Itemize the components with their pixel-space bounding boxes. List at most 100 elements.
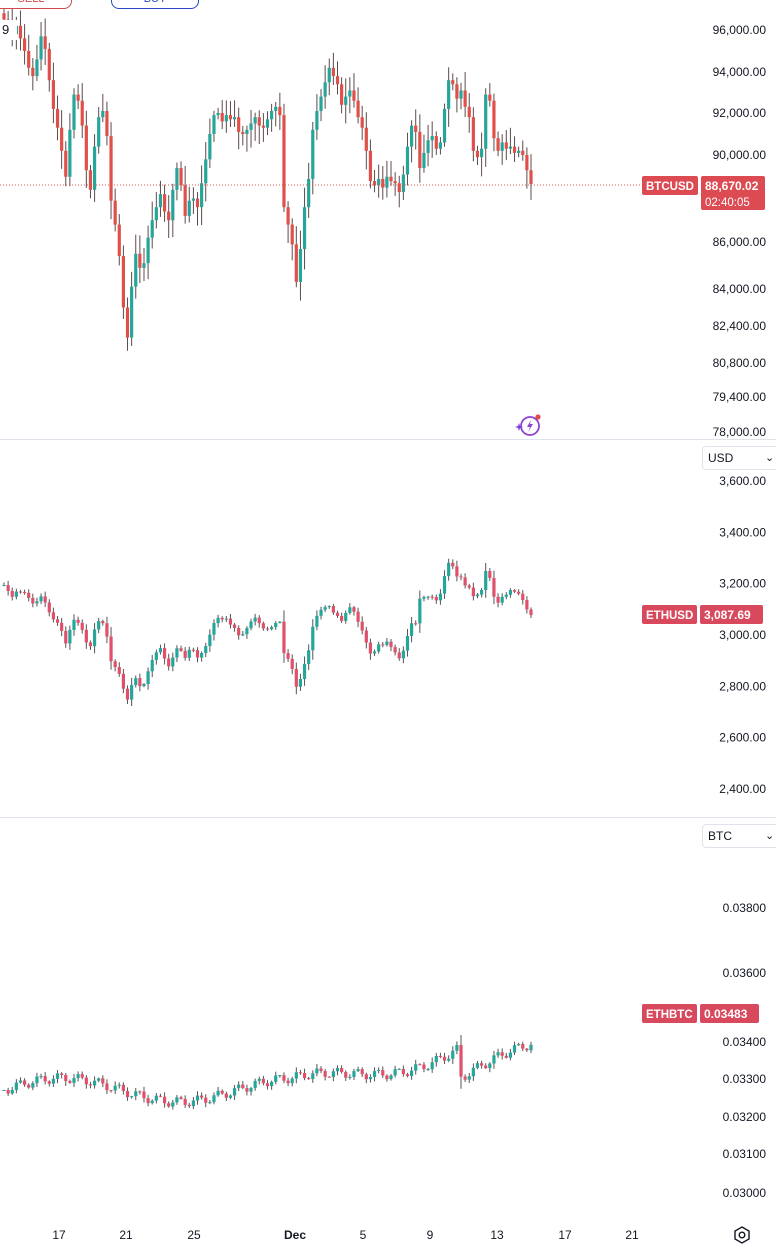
- ethbtc-candle: [517, 1044, 521, 1046]
- btc-candle: [167, 211, 171, 221]
- btc-candle: [39, 36, 43, 60]
- ethusd-candle: [327, 606, 331, 608]
- ethusd-candle: [187, 649, 191, 658]
- price-axis: 96,000.00 94,000.00 92,000.00 90,000.00 86,0…: [713, 23, 767, 439]
- ethusd-candle: [298, 678, 303, 687]
- ethusd-candle: [39, 596, 43, 602]
- time-tick-label: 17: [52, 1228, 66, 1242]
- price-tick-label: 80,800.00: [713, 356, 767, 370]
- ethbtc-candle: [212, 1095, 216, 1103]
- btc-candle: [265, 119, 270, 128]
- btc-candle: [442, 108, 447, 143]
- btc-candle: [455, 84, 459, 99]
- last-price-badge: [700, 605, 763, 624]
- ethbtc-candle: [274, 1075, 278, 1082]
- btc-candle: [138, 253, 142, 268]
- btc-candle: [51, 80, 56, 109]
- eth-currency-select[interactable]: USD ⌄: [702, 446, 776, 470]
- btc-candle: [447, 80, 451, 109]
- btc-candle: [311, 129, 315, 179]
- btc-candle: [88, 170, 93, 190]
- btc-candle: [22, 38, 27, 51]
- ethusd-candle: [377, 644, 381, 652]
- btc-candle: [364, 127, 368, 151]
- btc-candle: [323, 82, 327, 97]
- btc-candle: [500, 142, 504, 151]
- btc-candle: [463, 90, 467, 107]
- ethbtc-candle: [257, 1078, 261, 1081]
- price-tick-label: 0.03800: [723, 901, 767, 915]
- price-tag: ETHBTC 0.03483: [642, 1004, 759, 1023]
- btc-candle: [356, 100, 360, 118]
- ethusd-candle: [455, 566, 459, 577]
- ethbtc-candle: [88, 1084, 93, 1086]
- sparkle-lightning-icon[interactable]: [514, 412, 544, 440]
- price-tick-label: 84,000.00: [713, 282, 767, 296]
- btc-candle: [154, 207, 158, 221]
- ethusd-candle: [517, 591, 521, 594]
- btc-candle: [517, 150, 521, 153]
- time-tick-label: 17: [558, 1228, 572, 1242]
- ethbtc-candle: [31, 1083, 35, 1088]
- btc-candle: [270, 110, 274, 120]
- btc-candle: [60, 127, 64, 151]
- ethbtc-candle: [241, 1084, 245, 1089]
- ethbtc-candle: [27, 1084, 31, 1088]
- ethbtc-candle: [10, 1089, 14, 1094]
- ethbtc-candles: [2, 1035, 533, 1110]
- ethbtc-candle: [261, 1078, 265, 1084]
- ethbtc-candle: [447, 1058, 451, 1061]
- ethbtc-candle: [377, 1070, 381, 1072]
- ethusd-candle: [68, 629, 72, 644]
- ethusd-candle: [138, 678, 142, 687]
- ethusd-candle: [88, 642, 93, 647]
- btc-candle: [352, 90, 356, 101]
- ethbtc-candle: [418, 1064, 422, 1066]
- ethusd-candle: [154, 652, 158, 661]
- ethusd-candle: [521, 593, 525, 601]
- ethbtc-candle: [340, 1067, 344, 1073]
- ethbtc-candle: [167, 1103, 171, 1107]
- settings-gear-icon[interactable]: [733, 1226, 751, 1244]
- ethusd-candle: [525, 600, 529, 610]
- ethusd-candle: [212, 623, 216, 635]
- ethusd-candle: [109, 636, 113, 662]
- ethbtc-currency-select[interactable]: BTC ⌄: [702, 824, 776, 848]
- btc-candle: [327, 67, 331, 83]
- btc-candle: [340, 84, 344, 105]
- ethbtc-candle: [253, 1080, 257, 1089]
- pane-separator[interactable]: [0, 439, 776, 440]
- btc-candle: [249, 123, 253, 130]
- ethusd-candle: [167, 658, 171, 667]
- btc-candle: [245, 129, 249, 134]
- ethusd-candle: [253, 617, 257, 622]
- btc-candle: [253, 117, 257, 124]
- ethbtc-candle: [467, 1076, 471, 1080]
- last-price-badge: [701, 176, 765, 210]
- ethbtc-candle: [484, 1065, 488, 1069]
- btc-candle: [31, 67, 35, 77]
- ethbtc-candle: [311, 1073, 315, 1080]
- ethbtc-candle: [393, 1069, 397, 1076]
- btc-candle: [64, 150, 68, 177]
- ethbtc-candle: [455, 1045, 459, 1051]
- ethusd-candle: [319, 609, 323, 616]
- interval-indicator[interactable]: 9: [0, 20, 17, 40]
- btc-candle: [335, 76, 340, 85]
- ethbtc-candle: [22, 1080, 27, 1085]
- pane-separator[interactable]: [0, 817, 776, 818]
- ethusd-candle: [315, 615, 319, 627]
- ethbtc-candle: [335, 1067, 340, 1072]
- btc-candle: [134, 253, 138, 287]
- ethbtc-candle: [401, 1068, 405, 1075]
- ethusd-candle: [245, 628, 249, 635]
- ethusd-candle: [64, 630, 68, 644]
- btc-candle: [451, 80, 455, 85]
- price-tick-label: 90,000.00: [713, 148, 767, 162]
- btc-candle: [200, 183, 204, 208]
- ethbtc-candle: [459, 1045, 463, 1077]
- ethbtc-candle: [422, 1064, 426, 1070]
- btc-candle: [92, 146, 97, 190]
